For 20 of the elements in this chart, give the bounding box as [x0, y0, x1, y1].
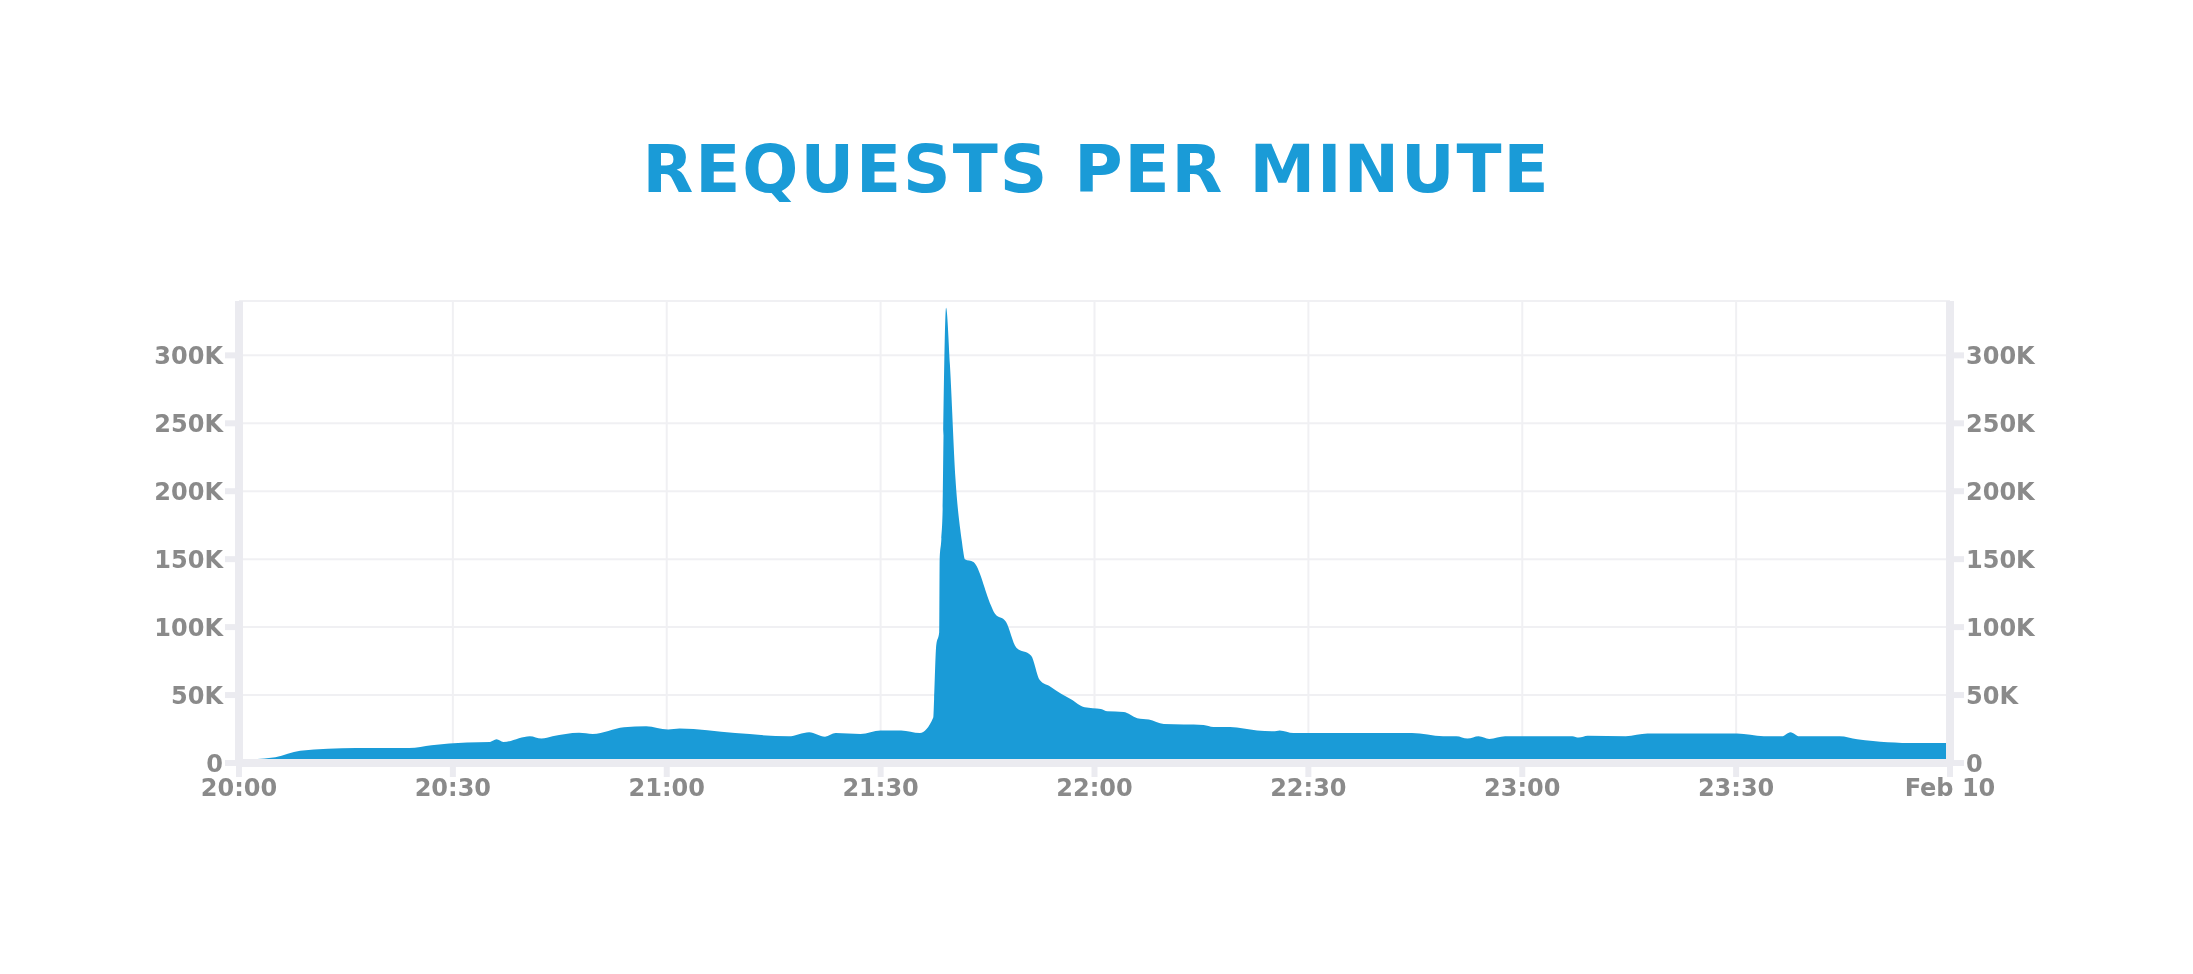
- y-tick-label: 250K: [154, 409, 225, 438]
- y-tick-label: 50K: [171, 681, 225, 710]
- y2-tick-label: 50K: [1966, 681, 2020, 710]
- x-tick-label: 21:00: [628, 774, 705, 803]
- y-tick-label: 150K: [154, 545, 225, 574]
- x-tick-label: 23:00: [1484, 774, 1561, 803]
- y-tick-label: 200K: [154, 477, 225, 506]
- x-tick-label: 20:30: [414, 774, 492, 803]
- x-tick-label: 23:30: [1697, 774, 1775, 803]
- x-tick-label: 22:00: [1056, 774, 1133, 803]
- x-tick-label: 21:30: [842, 774, 919, 803]
- chart-title: REQUESTS PER MINUTE: [641, 130, 1552, 210]
- y2-tick-label: 250K: [1966, 409, 2037, 438]
- y2-tick-label: 150K: [1966, 545, 2037, 574]
- y2-tick-label: 100K: [1966, 613, 2037, 642]
- y-tick-label: 100K: [154, 613, 225, 642]
- x-tick-label: 22:30: [1270, 774, 1347, 803]
- y2-tick-label: 200K: [1966, 477, 2037, 506]
- y2-tick-label: 300K: [1966, 341, 2037, 370]
- y-tick-label: 300K: [154, 341, 225, 370]
